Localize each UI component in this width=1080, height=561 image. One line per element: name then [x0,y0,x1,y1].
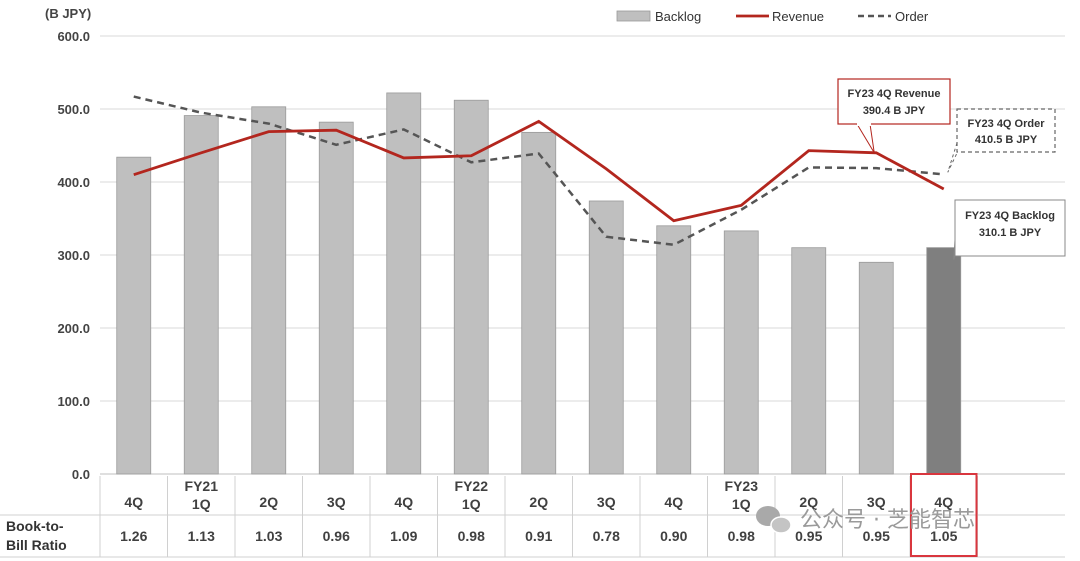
book-to-bill-value: 1.26 [120,528,147,544]
order-callout-box [956,108,1056,153]
order-callout-pointer [947,142,958,173]
order-callout-title: FY23 4Q Order [967,118,1045,130]
revenue-callout-gap [857,121,871,126]
book-to-bill-value: 0.98 [458,528,485,544]
watermark: 公众号 · 芝能智芯 [756,506,975,534]
backlog-bar [318,121,354,475]
backlog-callout-box [954,199,1066,257]
revenue-callout-pointer [856,123,875,154]
y-tick-label: 500.0 [57,102,90,117]
quarter-label: 2Q [799,494,818,510]
quarter-label: 4Q [124,494,143,510]
watermark-text: 公众号 · 芝能智芯 [800,508,975,533]
y-tick-label: 400.0 [57,175,90,190]
quarter-label: 1Q [192,496,211,512]
backlog-bar [656,225,692,475]
book-to-bill-value: 1.09 [390,528,417,544]
backlog-bar [251,106,287,475]
y-axis-ticks: 0.0 100.0 200.0 300.0 400.0 500.0 600.0 [57,29,90,482]
backlog-bar [183,115,219,475]
legend-label-backlog: Backlog [655,9,701,24]
quarter-label: 3Q [597,494,616,510]
backlog-callout-title: FY23 4Q Backlog [965,210,1055,222]
quarter-label: 1Q [462,496,481,512]
backlog-bar [926,247,962,475]
book-to-bill-value: 0.98 [728,528,755,544]
legend-swatch-backlog [616,10,651,22]
quarter-label: 1Q [732,496,751,512]
backlog-bar [858,261,894,475]
fy23-4q-highlight-box [910,473,978,557]
quarter-label: 2Q [259,494,278,510]
legend: Backlog Revenue Order [616,9,929,24]
quarter-label: 3Q [867,494,886,510]
y-tick-label: 0.0 [72,467,90,482]
book-to-bill-value: 0.95 [795,528,822,544]
backlog-bar [386,92,422,475]
quarter-label: 4Q [934,494,953,510]
backlog-bar [723,230,759,475]
revenue-callout-title: FY23 4Q Revenue [848,88,941,100]
book-to-bill-value: 0.90 [660,528,687,544]
book-to-bill-value: 1.03 [255,528,282,544]
y-tick-label: 200.0 [57,321,90,336]
order-callout-value: 410.5 B JPY [975,134,1038,146]
fiscal-year-label: FY21 [185,478,219,494]
category-and-ratio-table: Book-to- Bill Ratio 4Q 1.26 FY21 1Q 1.13 2Q 1.03… [0,473,1065,558]
fiscal-year-label: FY23 [725,478,759,494]
book-to-bill-value: 0.78 [593,528,620,544]
legend-label-revenue: Revenue [772,9,824,24]
revenue-line [133,119,945,223]
fiscal-year-label: FY22 [455,478,489,494]
order-line [133,95,944,247]
y-tick-label: 300.0 [57,248,90,263]
quarter-label: 2Q [529,494,548,510]
series-lines [133,95,945,247]
wechat-icon [756,506,792,534]
book-to-bill-value: 1.13 [188,528,215,544]
backlog-bar [791,247,827,475]
backlog-bar [588,200,624,475]
quarter-label: 3Q [327,494,346,510]
ratio-row-label-line2: Bill Ratio [6,537,67,553]
book-to-bill-value: 0.96 [323,528,350,544]
backlog-bar [116,156,152,475]
book-to-bill-value: 1.05 [930,528,957,544]
backlog-bars [116,92,962,475]
book-to-bill-value: 0.91 [525,528,552,544]
y-tick-label: 100.0 [57,394,90,409]
book-to-bill-value: 0.95 [863,528,890,544]
backlog-callout-value: 310.1 B JPY [979,227,1042,239]
legend-label-order: Order [895,9,929,24]
y-tick-label: 600.0 [57,29,90,44]
revenue-callout-value: 390.4 B JPY [863,105,926,117]
revenue-callout-box [837,78,951,125]
quarter-label: 4Q [664,494,683,510]
quarter-label: 4Q [394,494,413,510]
backlog-bar [521,131,557,475]
ratio-row-label-line1: Book-to- [6,518,64,534]
annotations: FY23 4Q Revenue 390.4 B JPY FY23 4Q Order 4… [837,78,1066,260]
y-axis-unit-label: (B JPY) [45,6,91,21]
